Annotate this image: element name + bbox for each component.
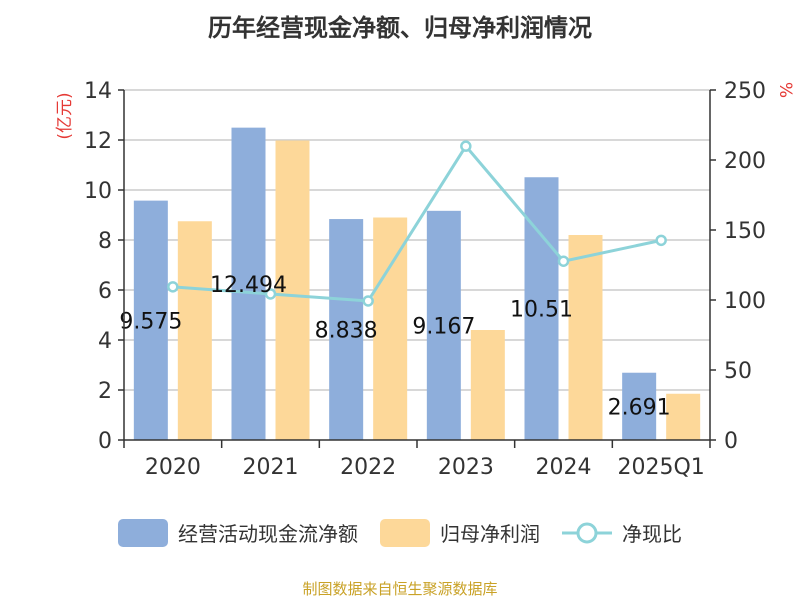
bar-cashflow	[329, 219, 364, 440]
bar-profit	[177, 221, 212, 440]
legend-label-ratio: 净现比	[622, 522, 682, 546]
x-tick-label: 2025Q1	[618, 455, 705, 480]
x-tick-label: 2022	[340, 455, 396, 480]
y-left-tick-label: 6	[98, 279, 112, 304]
y-right-tick-label: 100	[724, 289, 766, 314]
data-label-cashflow: 10.51	[510, 298, 573, 323]
data-labels: 9.575 12.494 8.838 9.167 10.51 2.691	[119, 273, 670, 421]
legend-item-cashflow[interactable]: 经营活动现金流净额	[118, 518, 358, 547]
legend-item-ratio[interactable]: 净现比	[562, 518, 682, 547]
x-tick-label: 2023	[438, 455, 494, 480]
point-ratio	[557, 255, 570, 267]
line-ratio	[172, 143, 662, 303]
point-ratio	[655, 234, 667, 247]
x-tick-label: 2024	[536, 455, 592, 480]
y-right-axis-label: %	[775, 82, 795, 98]
y-left-tick-label: 0	[98, 429, 112, 454]
bar-profit	[470, 330, 505, 440]
data-label-cashflow: 2.691	[608, 395, 671, 420]
legend-swatch-profit	[380, 518, 430, 547]
legend-label-profit: 归母净利润	[440, 522, 540, 546]
y-left-tick-label: 10	[84, 179, 112, 204]
legend-item-profit[interactable]: 归母净利润	[380, 518, 540, 547]
y-right-tick-label: 50	[724, 359, 752, 384]
y-right-tick-label: 250	[724, 79, 766, 104]
y-left-tick-label: 8	[98, 229, 112, 254]
x-tick-label: 2020	[145, 455, 201, 480]
point-ratio	[167, 281, 179, 293]
bar-cashflow	[231, 127, 266, 441]
point-ratio	[362, 295, 374, 307]
legend: 经营活动现金流净额 归母净利润 净现比	[0, 518, 800, 547]
bar-cashflow	[426, 210, 461, 440]
bar-profit	[666, 393, 701, 440]
y-left-tick-label: 12	[84, 129, 112, 154]
line-series	[167, 140, 667, 307]
bar-profit	[373, 217, 408, 440]
y-left-tick-label: 14	[84, 79, 112, 104]
point-ratio	[264, 288, 277, 300]
axes: 0 2 4 6 8 10 12 14 0 50 100 150 200 250 (亿元)% 2020 2021 2…	[55, 79, 795, 480]
x-tick-label: 2021	[243, 455, 299, 480]
grid-lines	[124, 89, 710, 391]
y-right-tick-label: 200	[724, 149, 766, 174]
bars	[133, 127, 701, 441]
data-label-cashflow: 9.167	[412, 314, 475, 339]
legend-label-cashflow: 经营活动现金流净额	[178, 522, 358, 546]
chart-title: 历年经营现金净额、归母净利润情况	[208, 14, 592, 42]
data-label-cashflow: 9.575	[119, 309, 182, 334]
y-right-tick-label: 0	[724, 429, 738, 454]
source-note: 制图数据来自恒生聚源数据库	[302, 580, 498, 598]
bar-cashflow	[133, 200, 168, 440]
y-right-tick-label: 150	[724, 219, 766, 244]
bar-cashflow	[622, 372, 657, 440]
legend-swatch-cashflow	[118, 518, 168, 547]
bar-profit	[568, 235, 603, 440]
data-label-cashflow: 12.494	[210, 273, 287, 298]
data-label-cashflow: 8.838	[315, 319, 378, 344]
y-left-tick-label: 4	[98, 329, 112, 354]
bar-profit	[275, 140, 310, 440]
y-left-tick-label: 2	[98, 379, 112, 404]
y-left-axis-label: (亿元)	[55, 92, 75, 139]
legend-swatch-ratio	[562, 522, 612, 543]
point-ratio	[460, 140, 472, 152]
